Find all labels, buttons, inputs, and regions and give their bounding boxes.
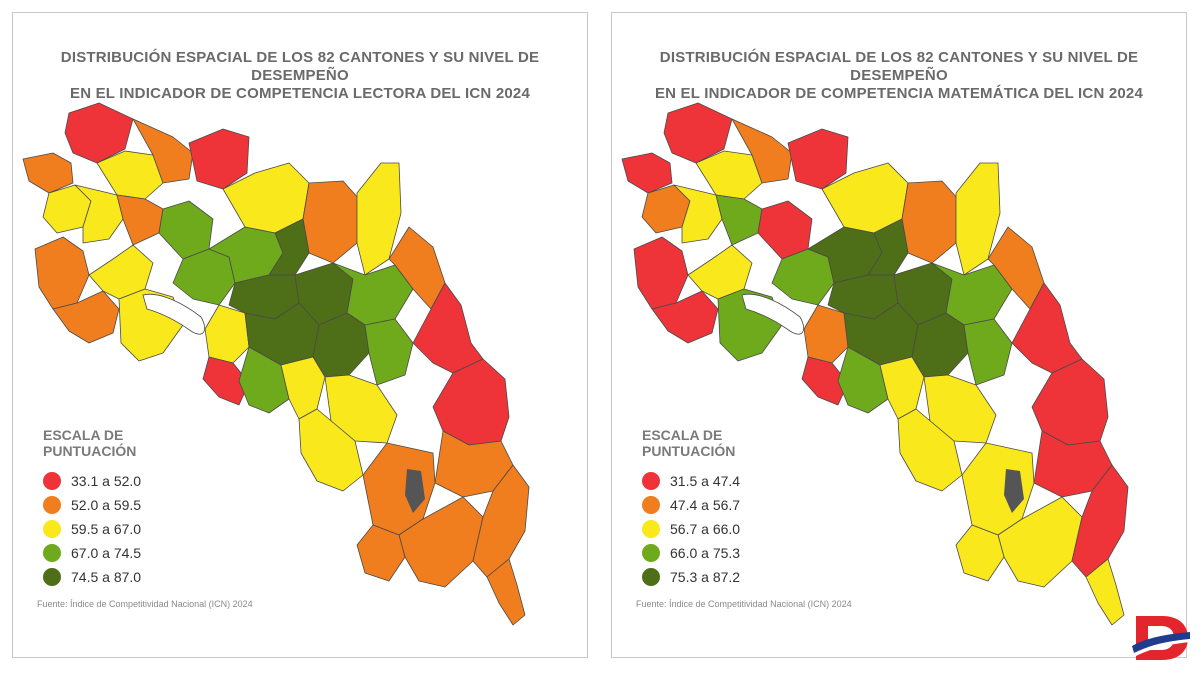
canton-region xyxy=(188,128,250,190)
canton-region xyxy=(955,524,1005,582)
legend-swatch xyxy=(43,544,61,562)
legend-label: 67.0 a 74.5 xyxy=(71,545,142,561)
legend-label: 47.4 a 56.7 xyxy=(670,497,741,513)
map-title-line2: EN EL INDICADOR DE COMPETENCIA MATEMÁTIC… xyxy=(654,85,1144,102)
canton-region xyxy=(1085,558,1125,626)
legend-item: 67.0 a 74.5 xyxy=(43,541,243,565)
canton-region xyxy=(955,162,1001,276)
canton-region xyxy=(34,236,90,310)
canton-region xyxy=(901,180,959,264)
canton-region xyxy=(52,290,120,344)
legend-swatch xyxy=(43,568,61,586)
canton-region xyxy=(204,304,250,364)
canton-region xyxy=(731,118,793,184)
legend-swatch xyxy=(642,472,660,490)
legend-title: ESCALA DE PUNTUACIÓN xyxy=(642,427,842,459)
canton-region xyxy=(963,318,1013,386)
legend-title-line2: PUNTUACIÓN xyxy=(43,443,137,459)
canton-region xyxy=(202,356,250,406)
canton-region xyxy=(1071,464,1129,578)
costa-rica-map-lectora xyxy=(22,102,530,626)
canton-region xyxy=(787,128,849,190)
canton-region xyxy=(88,244,154,300)
legend-title-line1: ESCALA DE xyxy=(642,427,723,443)
canton-region xyxy=(687,244,753,300)
canton-region xyxy=(132,118,194,184)
map-panel-lectora: DISTRIBUCIÓN ESPACIAL DE LOS 82 CANTONES… xyxy=(12,12,588,658)
canton-region xyxy=(663,102,733,164)
source-note: Fuente: Índice de Competitividad Naciona… xyxy=(636,599,852,609)
gulf-water xyxy=(741,293,804,335)
legend-swatch xyxy=(642,568,660,586)
map-title: DISTRIBUCIÓN ESPACIAL DE LOS 82 CANTONES… xyxy=(13,49,587,103)
legend-swatch xyxy=(43,472,61,490)
gulf-water xyxy=(405,469,425,513)
legend-label: 75.3 a 87.2 xyxy=(670,569,741,585)
canton-region xyxy=(621,152,673,194)
canton-region xyxy=(116,194,164,246)
canton-regions xyxy=(621,102,1129,626)
canton-regions xyxy=(22,102,530,626)
canton-region xyxy=(651,290,719,344)
map-title: DISTRIBUCIÓN ESPACIAL DE LOS 82 CANTONES… xyxy=(612,49,1186,103)
canton-region xyxy=(302,180,360,264)
canton-region xyxy=(298,408,364,492)
canton-region xyxy=(801,356,849,406)
legend-item: 33.1 a 52.0 xyxy=(43,469,243,493)
legend-label: 66.0 a 75.3 xyxy=(670,545,741,561)
legend-label: 74.5 a 87.0 xyxy=(71,569,142,585)
legend-item: 56.7 a 66.0 xyxy=(642,517,842,541)
canton-region xyxy=(356,524,406,582)
canton-region xyxy=(356,162,402,276)
legend-swatch xyxy=(43,496,61,514)
legend-item: 75.3 a 87.2 xyxy=(642,565,842,589)
canton-region xyxy=(364,318,414,386)
canton-region xyxy=(64,102,134,164)
canton-region xyxy=(715,194,763,246)
legend-item: 59.5 a 67.0 xyxy=(43,517,243,541)
legend-label: 31.5 a 47.4 xyxy=(670,473,741,489)
gulf-water xyxy=(142,293,205,335)
canton-region xyxy=(897,408,963,492)
legend-item: 31.5 a 47.4 xyxy=(642,469,842,493)
legend-item: 74.5 a 87.0 xyxy=(43,565,243,589)
legend-swatch xyxy=(642,496,660,514)
legend-swatch xyxy=(642,544,660,562)
legend-swatch xyxy=(642,520,660,538)
dp-logo-icon xyxy=(1132,616,1190,660)
gulf-water xyxy=(1004,469,1024,513)
legend-item: 52.0 a 59.5 xyxy=(43,493,243,517)
legend-label: 59.5 a 67.0 xyxy=(71,521,142,537)
canton-region xyxy=(22,152,74,194)
legend-swatch xyxy=(43,520,61,538)
legend-title-line2: PUNTUACIÓN xyxy=(642,443,736,459)
canton-region xyxy=(486,558,526,626)
legend-item: 47.4 a 56.7 xyxy=(642,493,842,517)
map-title-line1: DISTRIBUCIÓN ESPACIAL DE LOS 82 CANTONES… xyxy=(60,49,540,84)
canton-region xyxy=(803,304,849,364)
source-note: Fuente: Índice de Competitividad Naciona… xyxy=(37,599,253,609)
legend-item: 66.0 a 75.3 xyxy=(642,541,842,565)
canton-region xyxy=(633,236,689,310)
legend-list: 33.1 a 52.0 52.0 a 59.5 59.5 a 67.0 67.0… xyxy=(43,469,243,589)
canton-region xyxy=(472,464,530,578)
costa-rica-map-matematica xyxy=(621,102,1129,626)
legend: ESCALA DE PUNTUACIÓN 33.1 a 52.0 52.0 a … xyxy=(43,427,243,589)
legend-title-line1: ESCALA DE xyxy=(43,427,124,443)
legend-list: 31.5 a 47.4 47.4 a 56.7 56.7 a 66.0 66.0… xyxy=(642,469,842,589)
legend: ESCALA DE PUNTUACIÓN 31.5 a 47.4 47.4 a … xyxy=(642,427,842,589)
map-title-line1: DISTRIBUCIÓN ESPACIAL DE LOS 82 CANTONES… xyxy=(659,49,1139,84)
map-panel-matematica: DISTRIBUCIÓN ESPACIAL DE LOS 82 CANTONES… xyxy=(611,12,1187,658)
legend-label: 33.1 a 52.0 xyxy=(71,473,142,489)
legend-label: 52.0 a 59.5 xyxy=(71,497,142,513)
map-title-line2: EN EL INDICADOR DE COMPETENCIA LECTORA D… xyxy=(70,85,530,102)
legend-label: 56.7 a 66.0 xyxy=(670,521,741,537)
legend-title: ESCALA DE PUNTUACIÓN xyxy=(43,427,243,459)
